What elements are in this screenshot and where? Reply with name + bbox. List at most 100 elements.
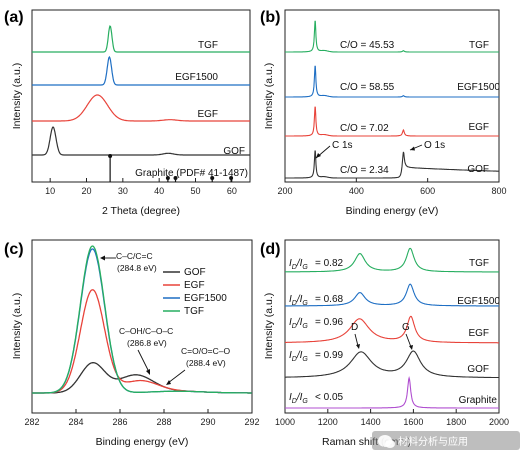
b-curve-egf [285, 106, 499, 137]
d-ratio-gof-value: = 0.99 [315, 350, 344, 361]
d-ratio-egf1500-value: = 0.68 [315, 294, 344, 305]
d-label-egf1500: EGF1500 [457, 296, 500, 307]
d-label-graphite: Graphite [459, 395, 498, 406]
b-curve-tgf [285, 20, 499, 53]
panel-a-frame [31, 9, 251, 183]
d-band-g-label: G [402, 322, 410, 333]
c-legend-tgf: TGF [184, 306, 204, 317]
a-ref-marker-3 [210, 176, 215, 180]
d-band-d-arrow [354, 333, 359, 347]
c-ann3-line2: (288.4 eV) [186, 358, 226, 368]
a-ref-label: Graphite (PDF# 41-1487) [135, 168, 248, 179]
b-xlabel: Binding energy (eV) [346, 205, 439, 217]
c-ann2-arrowhead [146, 369, 150, 375]
panel-c-frame [31, 239, 253, 414]
c-ann3-line1: C=O/O=C–O [181, 346, 231, 356]
c-ann1-arrowhead [100, 255, 105, 261]
d-ratio-graphite-formula: ID/IG [289, 392, 308, 405]
b-tick-label-2: 600 [420, 186, 435, 196]
b-ylabel: Intensity (a.u.) [263, 63, 275, 130]
b-tick-label-1: 400 [349, 186, 364, 196]
d-band-d-label: D [351, 322, 358, 333]
a-tick-label-4: 50 [190, 186, 200, 196]
panel-b-ticks: 200 400 600 800 [277, 178, 507, 196]
panel-a-title: (a) [4, 9, 24, 26]
c-ann2-line2: (286.8 eV) [127, 338, 167, 348]
b-o1s-arrowhead [410, 146, 415, 151]
wechat-icon [378, 435, 395, 448]
c-tick-label-5: 292 [244, 417, 259, 427]
a-label-egf: EGF [197, 109, 218, 120]
b-c1s-label: C 1s [332, 140, 353, 151]
panel-b: (b) 200 400 600 800 TGF EGF1500 EGF GOF C/O… [260, 9, 507, 217]
a-curve-gof [32, 126, 250, 156]
b-ratio-egf1500: C/O = 58.55 [340, 82, 395, 93]
a-curve-egf [32, 94, 250, 122]
panel-a-ref-markers [108, 154, 234, 182]
panel-b-title: (b) [260, 9, 280, 26]
a-ref-marker-2 [173, 176, 178, 180]
a-tick-label-2: 30 [118, 186, 128, 196]
panel-d-title: (d) [260, 241, 280, 258]
d-ratio-gof-formula: ID/IG [289, 350, 308, 363]
c-curve-tgf [32, 245, 252, 394]
c-tick-label-2: 286 [112, 417, 127, 427]
d-tick-label-5: 2000 [489, 417, 509, 427]
a-tick-label-3: 40 [154, 186, 164, 196]
d-ratio-egf1500-formula: ID/IG [289, 294, 308, 307]
d-ylabel: Intensity (a.u.) [263, 293, 275, 360]
c-legend-egf: EGF [184, 280, 205, 291]
a-curve-egf1500 [32, 55, 250, 86]
panel-d-frame [284, 239, 500, 414]
d-label-tgf: TGF [469, 258, 489, 269]
b-label-egf: EGF [468, 122, 489, 133]
b-label-gof: GOF [467, 164, 489, 175]
d-ratio-gof: ID/IG = 0.99 [289, 350, 344, 363]
panel-b-curves [285, 20, 499, 179]
a-tick-label-0: 10 [45, 186, 55, 196]
d-curve-egf1500 [285, 283, 499, 307]
b-tick-label-3: 800 [491, 186, 506, 196]
c-ann2-arrow [137, 349, 150, 373]
c-tick-label-1: 284 [68, 417, 83, 427]
a-tick-label-1: 20 [81, 186, 91, 196]
d-tick-label-2: 1400 [361, 417, 381, 427]
panel-d-ticks: 1000 1200 1400 1600 1800 2000 [275, 409, 509, 427]
d-ratio-egf-formula: ID/IG [289, 317, 308, 330]
d-ratio-egf-value: = 0.96 [315, 317, 344, 328]
panel-a: (a) 10 20 30 40 50 60 TGF EGF1500 EGF GOF Gra… [4, 9, 251, 217]
panel-c-curves [32, 245, 252, 394]
d-tick-label-3: 1600 [403, 417, 423, 427]
panel-d-curves [285, 247, 499, 409]
panel-d: (d) 1000 1200 1400 1600 1800 2000 TGF EGF1500… [260, 239, 520, 450]
c-ann3-arrowhead [166, 380, 171, 385]
a-ref-marker-0 [108, 154, 113, 158]
watermark: 材料分析与应用 [372, 431, 520, 450]
b-curve-gof [285, 150, 499, 179]
panel-b-frame [284, 9, 500, 183]
d-curve-gof [285, 350, 499, 379]
d-ratio-egf1500: ID/IG = 0.68 [289, 294, 344, 307]
watermark-backdrop [372, 431, 520, 450]
d-ratio-tgf-formula: ID/IG [289, 258, 308, 271]
d-band-d-arrowhead [356, 344, 360, 349]
b-c1s-arrowhead [316, 153, 321, 158]
b-ratio-tgf: C/O = 45.53 [340, 40, 395, 51]
a-xlabel: 2 Theta (degree) [102, 205, 180, 217]
c-ylabel: Intensity (a.u.) [11, 293, 23, 360]
c-legend-gof: GOF [184, 267, 206, 278]
d-ratio-graphite-value: < 0.05 [315, 392, 344, 403]
d-label-gof: GOF [467, 364, 489, 375]
a-label-gof: GOF [223, 146, 245, 157]
d-label-egf: EGF [468, 328, 489, 339]
d-band-g-arrow [405, 333, 412, 348]
d-tick-label-1: 1200 [318, 417, 338, 427]
c-tick-label-0: 282 [24, 417, 39, 427]
b-label-egf1500: EGF1500 [457, 82, 500, 93]
a-ref-marker-1 [165, 176, 170, 180]
d-tick-label-4: 1800 [446, 417, 466, 427]
d-ratio-egf: ID/IG = 0.96 [289, 317, 344, 330]
panel-c-title: (c) [4, 241, 24, 258]
d-band-g-arrowhead [409, 345, 413, 350]
panel-c: (c) 282 284 286 288 290 292 GOF EGF EGF1500 T… [4, 239, 260, 448]
